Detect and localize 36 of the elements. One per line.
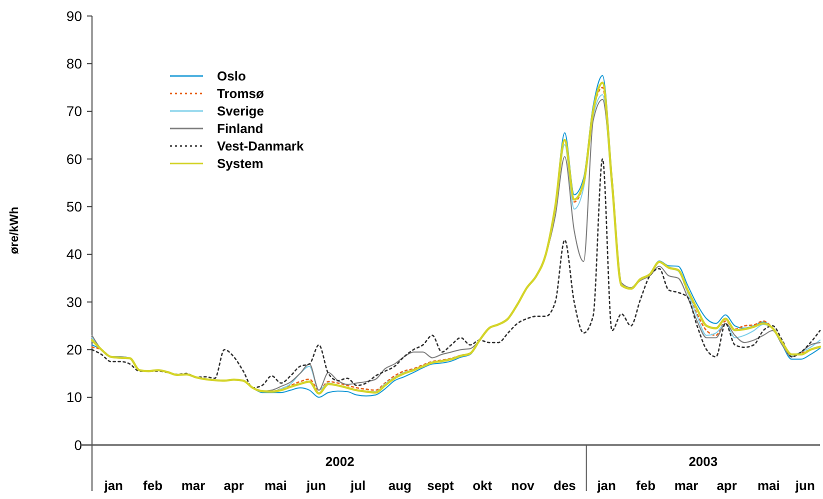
x-tick-label: apr [224, 478, 244, 493]
legend-label: Sverige [217, 104, 264, 119]
x-tick-label: apr [716, 478, 737, 493]
legend-label: Tromsø [217, 86, 264, 102]
legend-label: System [217, 156, 264, 172]
y-tick-label: 90 [66, 8, 82, 24]
y-tick-label: 50 [66, 198, 82, 215]
x-tick-label: aug [388, 478, 412, 493]
x-tick-label: sept [427, 478, 454, 493]
x-tick-label: des [554, 478, 576, 493]
x-tick-label: jun [794, 478, 815, 493]
y-axis-title: øre/kWh [7, 206, 21, 254]
legend-label: Finland [217, 121, 264, 136]
legend-label: Vest-Danmark [217, 138, 304, 154]
y-tick-label: 60 [66, 150, 82, 167]
y-tick-label: 40 [66, 246, 82, 262]
x-tick-label: feb [636, 478, 656, 493]
text: 2002 [325, 454, 354, 469]
x-tick-label: mar [674, 478, 698, 493]
x-tick-label: mai [757, 478, 780, 493]
x-tick-label: okt [472, 478, 493, 493]
y-tick-label: 30 [66, 294, 82, 310]
y-tick-label: 70 [66, 103, 82, 120]
x-tick-label: jun [305, 478, 326, 493]
x-tick-label: jan [596, 478, 616, 493]
x-tick-label: mai [264, 478, 287, 493]
x-tick-label: feb [143, 478, 163, 493]
x-tick-label: jul [349, 478, 366, 493]
x-tick-label: mar [181, 478, 206, 493]
legend-label: Oslo [217, 68, 246, 84]
text: 2003 [688, 454, 718, 469]
y-tick-label: 80 [66, 56, 82, 72]
y-tick-label: 10 [66, 389, 82, 406]
x-tick-label: jan [103, 478, 124, 493]
x-tick-label: nov [511, 478, 536, 493]
y-tick-label: 20 [66, 342, 82, 358]
